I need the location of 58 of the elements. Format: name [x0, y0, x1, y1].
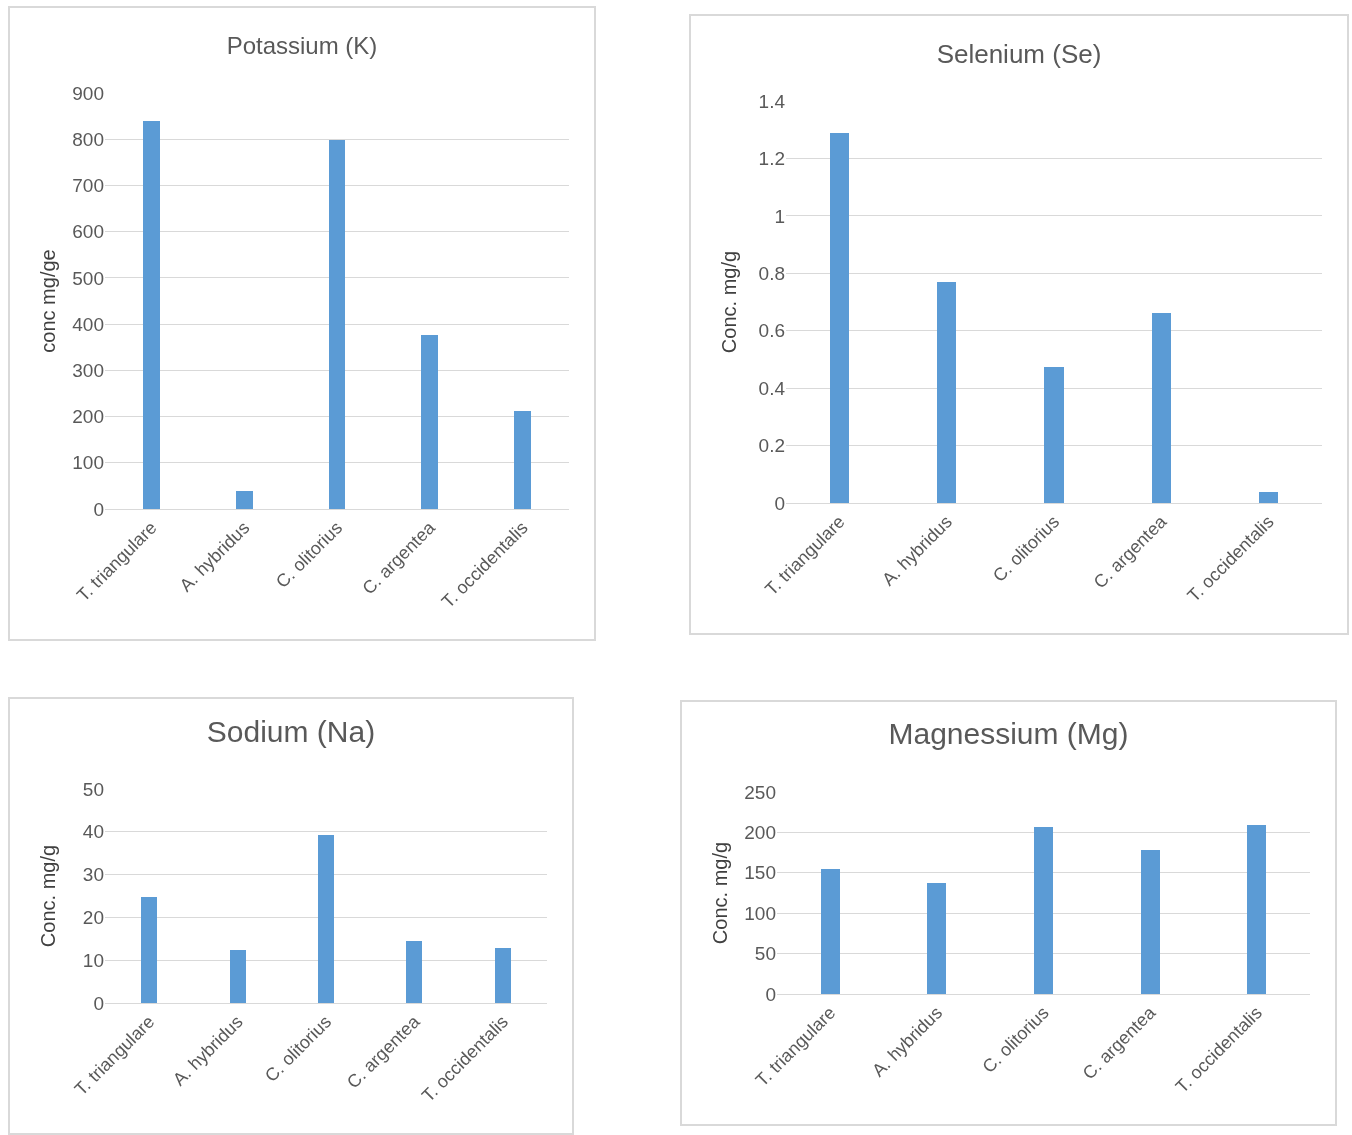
chart-title: Selenium (Se): [936, 38, 1102, 69]
bar: [1044, 366, 1064, 503]
chart-title: Potassium (K): [226, 31, 378, 59]
bar: [1140, 850, 1160, 994]
y-tick-label: 800: [72, 128, 104, 150]
y-tick-label: 0: [774, 492, 785, 514]
y-tick-label: 900: [72, 82, 104, 104]
bar: [1033, 826, 1054, 994]
y-tick-label: 0.2: [758, 435, 785, 457]
y-axis-title: conc mg/ge: [37, 249, 59, 353]
bar: [1258, 491, 1279, 503]
bar: [318, 834, 334, 1003]
y-tick-label: 1: [774, 205, 785, 227]
y-tick-label: 1.2: [758, 148, 785, 170]
y-tick-label: 200: [744, 822, 776, 844]
y-tick-label: 100: [72, 452, 104, 474]
bar: [514, 410, 531, 509]
y-tick-label: 0: [93, 992, 104, 1014]
y-tick-label: 100: [744, 902, 776, 924]
y-tick-label: 1.4: [758, 90, 786, 112]
bar: [143, 120, 160, 509]
y-tick-label: 50: [754, 943, 776, 965]
y-tick-label: 40: [82, 821, 104, 843]
y-tick-label: 0.4: [758, 377, 786, 399]
bar: [1247, 825, 1267, 994]
y-tick-label: 0.8: [758, 262, 785, 284]
y-axis-title: Conc. mg/g: [709, 841, 731, 945]
chart-title: Magnessium (Mg): [888, 717, 1129, 751]
y-axis-title: Conc. mg/g: [718, 250, 740, 354]
y-tick-label: 300: [72, 359, 104, 381]
y-tick-label: 0: [93, 498, 104, 520]
chart-title: Sodium (Na): [206, 714, 376, 748]
bar: [421, 335, 439, 509]
y-tick-label: 200: [72, 406, 104, 428]
y-tick-label: 10: [82, 949, 104, 971]
bar: [927, 883, 947, 994]
bar: [229, 950, 246, 1003]
bar: [937, 281, 957, 503]
bar: [235, 490, 253, 509]
y-tick-label: 30: [82, 864, 104, 886]
bar: [328, 140, 346, 509]
y-tick-label: 0: [765, 983, 776, 1005]
bar: [494, 948, 511, 1003]
y-axis-title: Conc. mg/g: [37, 844, 59, 948]
y-tick-label: 400: [72, 313, 104, 335]
y-tick-label: 50: [82, 778, 104, 800]
y-tick-label: 700: [72, 175, 104, 197]
y-tick-label: 500: [72, 267, 104, 289]
bar: [820, 868, 840, 994]
y-tick-label: 20: [82, 907, 104, 929]
bar: [829, 132, 850, 503]
y-tick-label: 150: [744, 862, 776, 884]
bar: [141, 896, 158, 1003]
y-tick-label: 600: [72, 221, 104, 243]
bar: [1151, 313, 1171, 503]
y-tick-label: 0.6: [758, 320, 785, 342]
bar: [406, 940, 423, 1003]
y-tick-label: 250: [744, 781, 776, 803]
